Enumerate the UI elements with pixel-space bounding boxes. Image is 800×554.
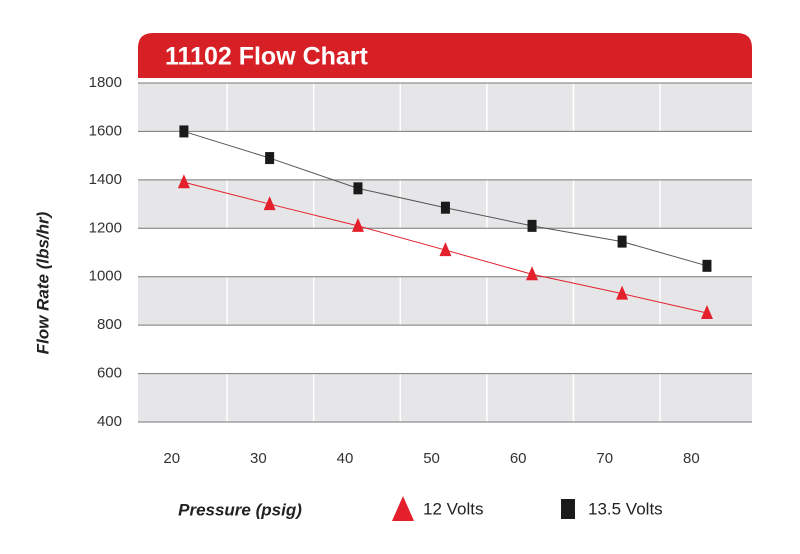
x-tick-label: 60: [510, 450, 527, 467]
title-bar: [138, 33, 752, 78]
grid-band: [138, 131, 752, 180]
point: [617, 235, 627, 248]
point: [440, 201, 450, 214]
point: [179, 125, 189, 138]
grid-band: [138, 276, 752, 326]
x-tick-label: 30: [250, 450, 267, 467]
point: [263, 196, 276, 211]
legend-marker: [392, 496, 414, 521]
y-tick-label: 800: [97, 316, 122, 333]
chart-title: 11102 Flow Chart: [165, 43, 369, 71]
legend-label: 12 Volts: [423, 499, 484, 518]
point: [351, 217, 364, 232]
plot-area: 400 600 800 1000 1200 1400 1600 1800 20 30 40 50 60 7…: [89, 74, 752, 467]
point: [702, 259, 712, 272]
y-tick-label: 400: [97, 413, 122, 430]
y-tick-label: 1200: [89, 219, 122, 236]
point: [265, 152, 275, 165]
y-tick-label: 1400: [89, 171, 122, 188]
point: [526, 266, 539, 281]
x-axis-title: Pressure (psig): [178, 500, 302, 519]
point: [439, 242, 452, 257]
grid-band: [138, 83, 752, 132]
grid-band: [138, 325, 752, 374]
grid-band: [138, 373, 752, 422]
point: [616, 285, 629, 300]
x-tick-label: 70: [596, 450, 613, 467]
legend-label: 13.5 Volts: [588, 499, 663, 518]
y-tick-label: 1000: [89, 268, 122, 285]
y-axis-title: Flow Rate (lbs/hr): [33, 211, 52, 354]
x-tick-label: 40: [337, 450, 354, 467]
y-tick-label: 1800: [89, 74, 122, 91]
x-tick-label: 80: [683, 450, 700, 467]
point: [177, 174, 190, 189]
point: [700, 305, 713, 320]
x-tick-label: 50: [423, 450, 440, 467]
y-tick-label: 1600: [89, 122, 122, 139]
x-tick-label: 20: [163, 450, 180, 467]
legend-marker: [561, 499, 575, 519]
y-tick-label: 600: [97, 365, 122, 382]
point: [527, 219, 537, 232]
point: [353, 182, 363, 195]
